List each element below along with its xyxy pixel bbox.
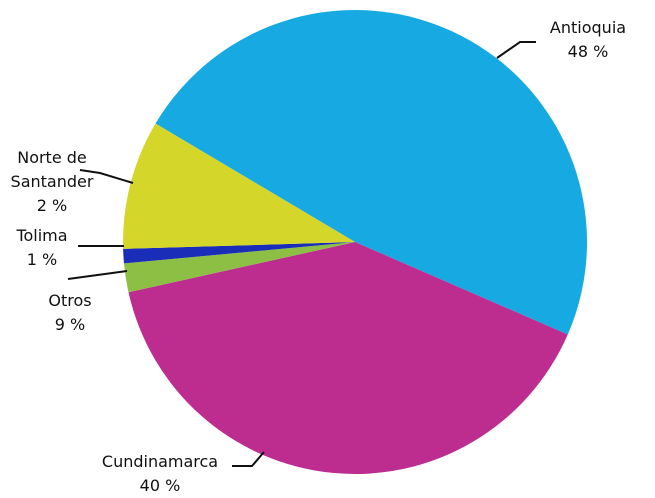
leader-line — [232, 451, 265, 467]
pie-slice — [123, 242, 355, 264]
leader-line — [67, 270, 128, 280]
value-label: 9 % — [54, 315, 86, 334]
leader-line — [79, 169, 134, 184]
slice-label: Antioquia 48 % — [538, 16, 638, 64]
leader-lines — [67, 41, 536, 467]
pie — [123, 9, 588, 474]
value-label: 48 % — [567, 42, 609, 61]
leader-line — [496, 41, 536, 59]
slice-label: Otros 9 % — [15, 289, 125, 337]
slice-label: Cundinamarca 40 % — [80, 450, 240, 498]
pie-slice — [155, 9, 588, 335]
pie-slice — [123, 123, 355, 249]
category-label: Antioquia — [549, 18, 627, 37]
category-label: Cundinamarca — [101, 452, 219, 471]
pie-slice — [123, 242, 355, 293]
slice-label: Tolima 1 % — [0, 224, 84, 272]
pie-slice — [128, 242, 568, 474]
value-label: 2 % — [36, 196, 68, 215]
value-label: 1 % — [26, 250, 58, 269]
category-label: Tolima — [16, 226, 68, 245]
category-label: Otros — [48, 291, 92, 310]
category-label: Norte de Santander — [10, 148, 94, 191]
value-label: 40 % — [139, 476, 181, 495]
slice-label: Norte de Santander 2 % — [0, 146, 104, 218]
